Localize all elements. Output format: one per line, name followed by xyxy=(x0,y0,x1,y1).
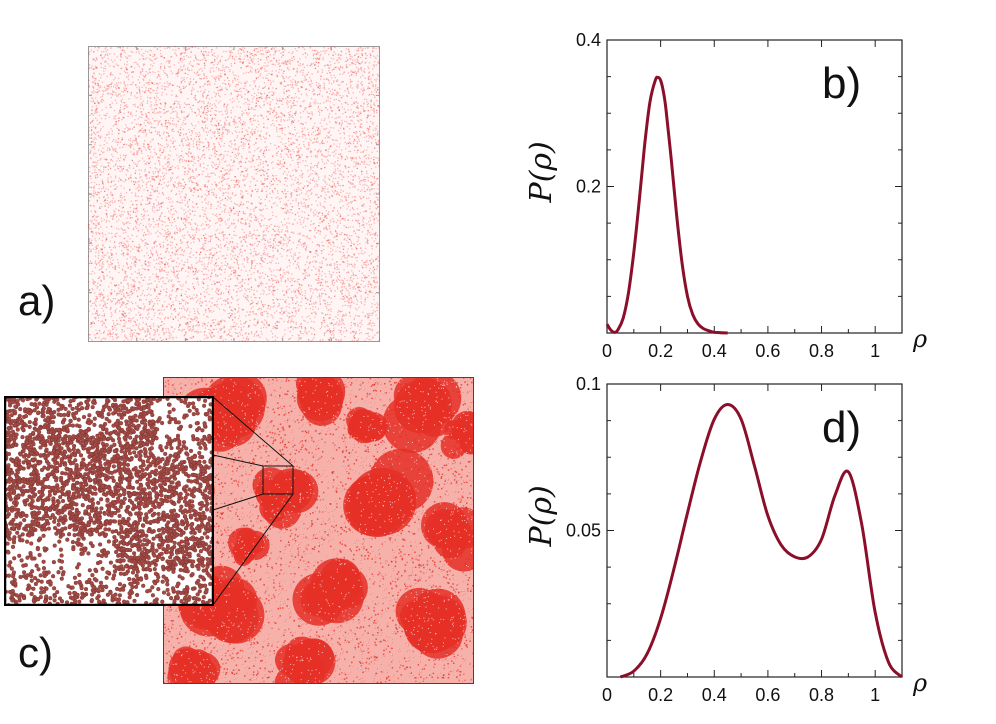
panel-c-inset xyxy=(4,396,214,606)
zoom-region-box xyxy=(262,465,294,495)
y-tick-label: 0.1 xyxy=(576,374,601,394)
y-tick-label: 0.2 xyxy=(576,177,601,197)
y-tick-label: 0.4 xyxy=(576,30,601,50)
zoom-line-mid-top xyxy=(212,454,264,467)
series-line xyxy=(619,403,904,679)
y-axis-label-rho: ρ xyxy=(524,153,559,172)
x-tick-label: 0.6 xyxy=(755,341,780,361)
x-tick-label: 0.6 xyxy=(755,685,780,705)
y-axis-label-p: P( xyxy=(524,169,559,203)
zoom-line-bottom xyxy=(212,493,294,606)
y-axis-label-close: ) xyxy=(524,485,559,498)
chart-b: 0 0.2 0.4 0.6 0.8 10.20.4ρP(ρ)b) xyxy=(524,30,927,361)
x-tick-label: 0.2 xyxy=(648,341,673,361)
x-axis-label: ρ xyxy=(912,325,927,353)
zoom-line-mid-bottom xyxy=(212,493,264,511)
x-axis-label: ρ xyxy=(912,669,927,697)
x-tick-label: 0.4 xyxy=(702,341,727,361)
x-tick-label: 0.4 xyxy=(702,685,727,705)
panel-d-label: d) xyxy=(822,403,861,452)
particles xyxy=(88,46,380,342)
x-tick-label: 0.2 xyxy=(648,685,673,705)
x-tick-label: 0.8 xyxy=(809,685,834,705)
x-tick-label: 0.8 xyxy=(809,341,834,361)
chart-d: 0 0.2 0.4 0.6 0.8 10.050.1ρP(ρ)d) xyxy=(524,374,927,705)
x-tick-label: 1 xyxy=(870,685,880,705)
x-tick-label: 1 xyxy=(870,341,880,361)
series-line xyxy=(605,75,728,335)
zoomed-particle-inset xyxy=(4,396,214,606)
panel-c-label: c) xyxy=(18,632,53,674)
y-axis-label-p: P( xyxy=(524,513,559,547)
panel-a-label: a) xyxy=(18,280,55,322)
y-axis-label: P(ρ) xyxy=(524,485,559,547)
y-axis-label-close: ) xyxy=(524,141,559,154)
y-tick-label: 0.05 xyxy=(566,521,601,541)
x-tick-label: 0 xyxy=(602,341,612,361)
zoom-line-top xyxy=(212,396,294,467)
panel-b-label: b) xyxy=(822,59,861,108)
y-axis-label: P(ρ) xyxy=(524,141,559,203)
x-tick-label: 0 xyxy=(602,685,612,705)
y-axis-label-rho: ρ xyxy=(524,497,559,516)
particles xyxy=(4,396,214,606)
panel-a-snapshot xyxy=(88,46,380,342)
uniform-particle-snapshot xyxy=(88,46,380,342)
